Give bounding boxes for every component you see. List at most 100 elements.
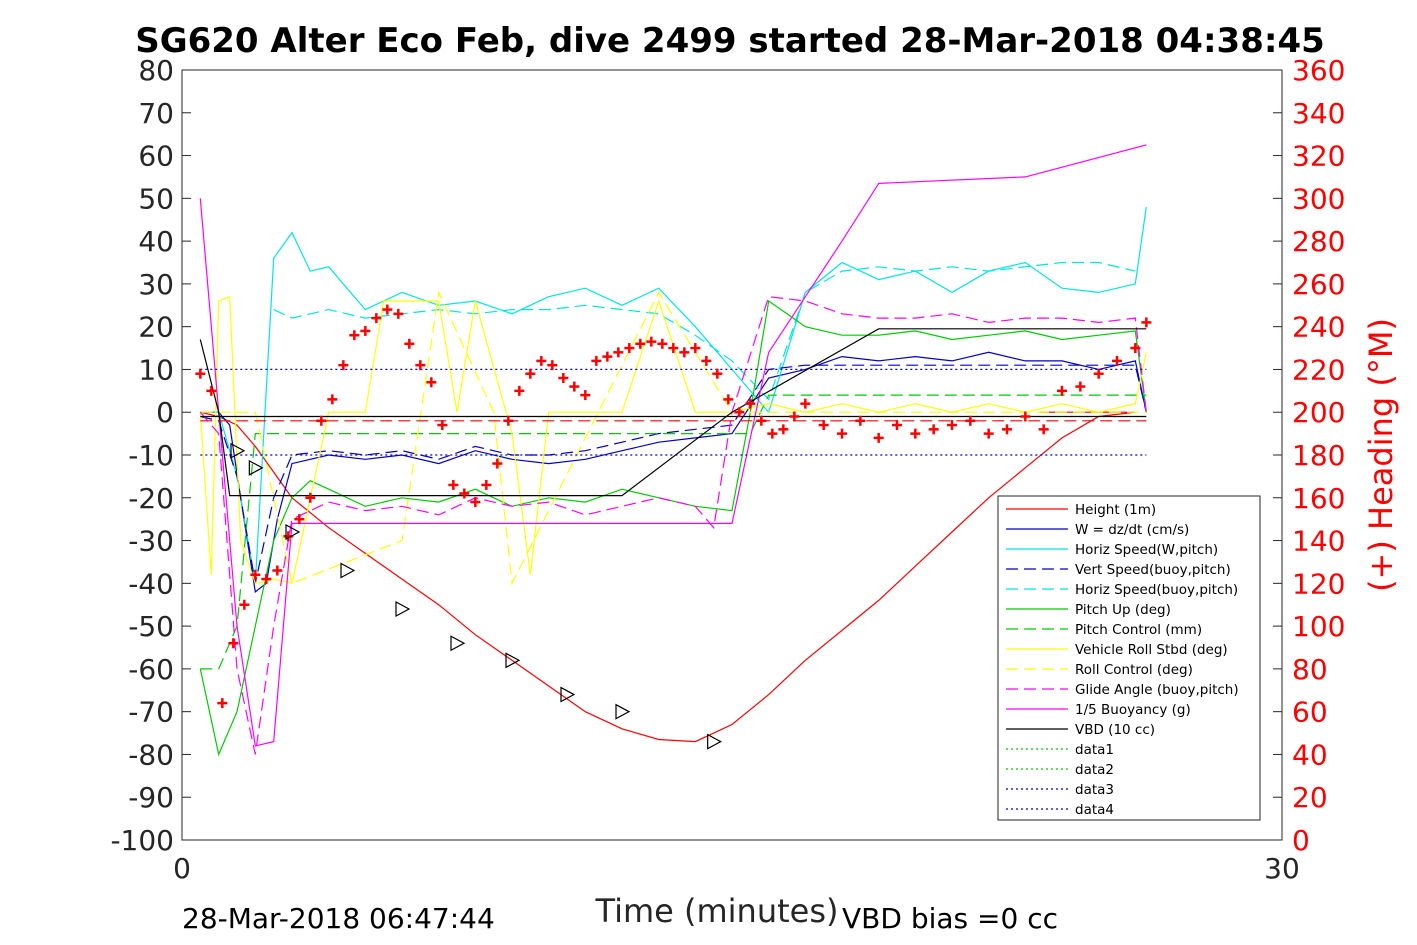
legend-label: Horiz Speed(buoy,pitch) xyxy=(1075,582,1238,598)
right-tick-label: 240 xyxy=(1292,311,1345,344)
heading-point xyxy=(547,360,558,371)
left-y-axis: 80 70 60 50 40 30 20 10 0 -10 -20 -30 -40 -50 -60 -70 -8… xyxy=(110,54,191,857)
heading-point xyxy=(294,514,305,525)
heading-point xyxy=(965,415,976,426)
heading-point xyxy=(723,394,734,405)
heading-point xyxy=(536,355,547,366)
heading-point xyxy=(668,343,679,354)
right-tick-label: 280 xyxy=(1292,225,1345,258)
heading-point xyxy=(712,368,723,379)
heading-point xyxy=(745,398,756,409)
heading-point xyxy=(338,360,349,371)
heading-point xyxy=(701,355,712,366)
left-tick-label: -100 xyxy=(110,824,174,857)
heading-point xyxy=(195,368,206,379)
right-tick-label: 260 xyxy=(1292,268,1345,301)
heading-point xyxy=(624,343,635,354)
right-tick-label: 160 xyxy=(1292,482,1345,515)
heading-point xyxy=(1093,368,1104,379)
heading-point xyxy=(1130,343,1141,354)
heading-point xyxy=(525,368,536,379)
legend-label: 1/5 Buoyancy (g) xyxy=(1075,702,1191,718)
series-line-vbd-10-cc xyxy=(199,328,1147,497)
footer-timestamp: 28-Mar-2018 06:47:44 xyxy=(182,902,495,935)
heading-point xyxy=(569,381,580,392)
right-tick-label: 220 xyxy=(1292,353,1345,386)
left-tick-label: 80 xyxy=(138,54,174,87)
heading-point xyxy=(800,398,811,409)
left-tick-label: -50 xyxy=(128,610,174,643)
heading-point xyxy=(602,351,613,362)
right-tick-label: 20 xyxy=(1292,781,1328,814)
triangle-marker xyxy=(248,459,264,476)
left-tick-label: -30 xyxy=(128,525,174,558)
right-y-axis: 3603403203002802602402202001801601401201… xyxy=(1273,54,1345,857)
heading-point xyxy=(947,420,957,431)
left-tick-label: -20 xyxy=(128,482,174,515)
left-tick-label: -90 xyxy=(128,781,174,814)
left-tick-label: 50 xyxy=(138,182,174,215)
legend-label: Glide Angle (buoy,pitch) xyxy=(1075,682,1239,698)
footer-vbd-bias: VBD bias =0 cc xyxy=(842,902,1058,935)
legend-label: VBD (10 cc) xyxy=(1075,722,1155,738)
heading-point xyxy=(261,574,272,585)
triangle-marker xyxy=(340,562,356,579)
left-tick-label: 20 xyxy=(138,311,174,344)
legend-label: data3 xyxy=(1075,782,1114,798)
heading-point xyxy=(371,313,382,324)
heading-point xyxy=(228,638,239,649)
legend-box xyxy=(997,495,1261,821)
right-tick-label: 320 xyxy=(1292,140,1345,173)
triangle-marker xyxy=(505,652,521,669)
heading-point xyxy=(635,338,646,349)
legend: Height (1m) W = dz/dt (cm/s) Horiz Speed(W… xyxy=(997,495,1261,821)
right-tick-label: 340 xyxy=(1292,97,1345,130)
left-tick-label: -10 xyxy=(128,439,174,472)
heading-point xyxy=(1002,424,1012,435)
heading-point xyxy=(855,415,866,426)
legend-label: data4 xyxy=(1075,802,1114,818)
right-tick-label: 360 xyxy=(1292,54,1345,87)
heading-point xyxy=(239,599,250,610)
heading-point xyxy=(448,479,459,490)
series-line-glide-angle-buoy-pitch xyxy=(199,296,1147,755)
heading-point xyxy=(910,428,921,439)
heading-point xyxy=(360,325,371,336)
triangle-marker xyxy=(230,442,246,459)
heading-point xyxy=(327,394,338,405)
heading-markers xyxy=(195,304,1152,709)
left-tick-label: 60 xyxy=(138,140,174,173)
heading-point xyxy=(756,415,767,426)
heading-point xyxy=(558,373,569,383)
legend-label: Vehicle Roll Stbd (deg) xyxy=(1075,642,1228,658)
heading-point xyxy=(305,492,316,503)
heading-point xyxy=(837,428,847,439)
heading-point xyxy=(734,407,745,418)
heading-point xyxy=(1057,385,1067,396)
triangle-markers xyxy=(230,442,722,750)
x-axis: 0 30 xyxy=(173,831,1300,885)
left-tick-label: 30 xyxy=(138,268,174,301)
legend-label: data1 xyxy=(1075,742,1114,758)
right-tick-label: 40 xyxy=(1292,738,1328,771)
x-axis-label: Time (minutes) xyxy=(595,892,839,930)
triangle-marker xyxy=(395,600,411,618)
series-line-pitch-control-mm xyxy=(200,394,1147,670)
heading-point xyxy=(778,424,789,435)
heading-point xyxy=(459,488,470,499)
right-tick-label: 180 xyxy=(1292,439,1345,472)
x-tick-label: 30 xyxy=(1264,852,1300,885)
heading-point xyxy=(316,415,327,426)
legend-label: data2 xyxy=(1075,762,1114,778)
left-tick-label: -40 xyxy=(128,567,174,600)
left-tick-label: -60 xyxy=(128,653,174,686)
heading-point xyxy=(514,385,525,396)
heading-point xyxy=(613,347,624,358)
heading-point xyxy=(503,415,514,426)
heading-point xyxy=(492,458,503,469)
legend-label: Pitch Control (mm) xyxy=(1075,622,1202,638)
legend-label: W = dz/dt (cm/s) xyxy=(1075,522,1189,538)
heading-point xyxy=(873,432,884,443)
heading-point xyxy=(1075,381,1086,392)
